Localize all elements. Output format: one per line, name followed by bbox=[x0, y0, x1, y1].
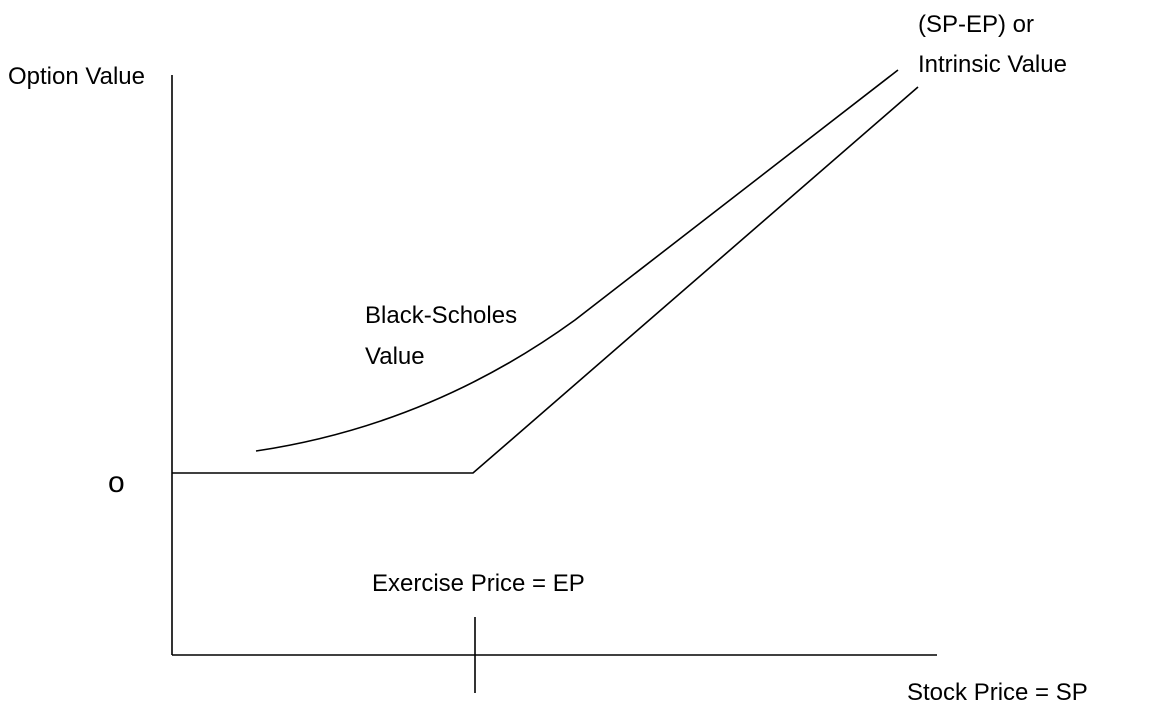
intrinsic-label: Intrinsic Value bbox=[918, 51, 1067, 78]
origin-label: o bbox=[108, 466, 125, 499]
black-scholes-curve bbox=[255, 69, 899, 452]
y-axis-label: Option Value bbox=[8, 63, 145, 90]
exercise-label: Exercise Price = EP bbox=[372, 570, 585, 597]
x-axis-label: Stock Price = SP bbox=[907, 679, 1088, 706]
intrinsic-value-line bbox=[172, 86, 919, 474]
black-scholes-label: Black-Scholes bbox=[365, 302, 517, 329]
black-scholes-label: Value bbox=[365, 343, 425, 370]
intrinsic-label: (SP-EP) or bbox=[918, 11, 1034, 38]
